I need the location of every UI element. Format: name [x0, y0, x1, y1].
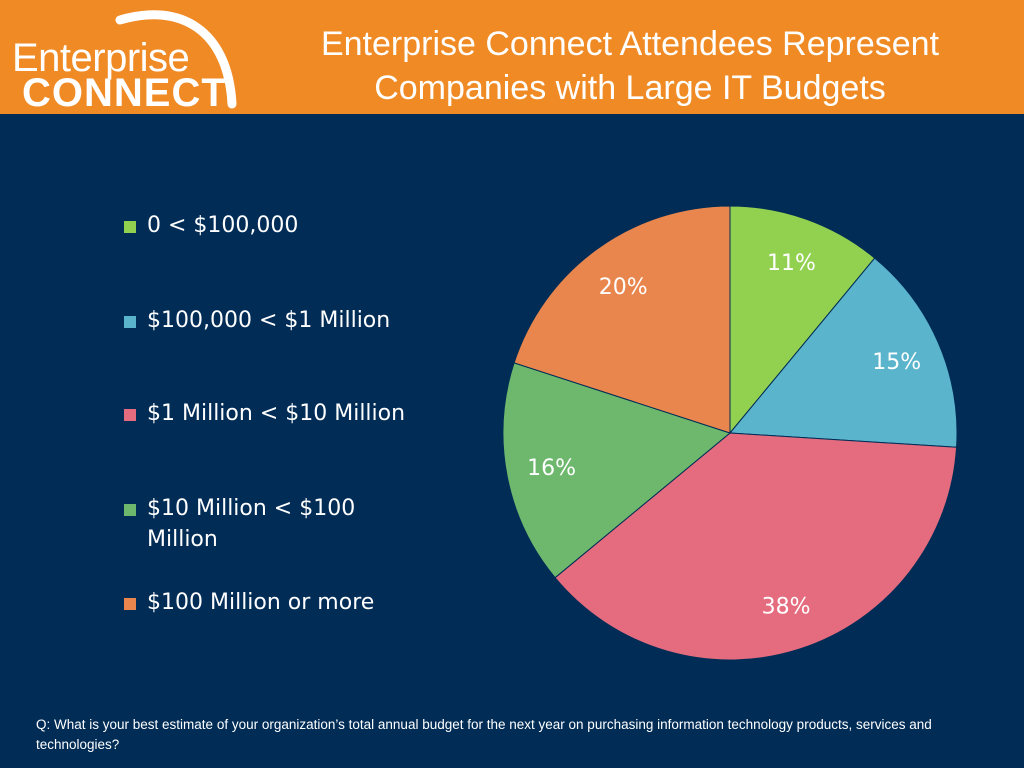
- pie-slice: [554, 432, 958, 661]
- pie-slice: [513, 205, 731, 434]
- legend-swatch: [124, 504, 136, 516]
- legend-item: 0 < $100,000: [124, 210, 412, 241]
- header-banner: Enterprise CONNECT Enterprise Connect At…: [0, 0, 1024, 115]
- survey-question-footnote: Q: What is your best estimate of your or…: [36, 717, 932, 752]
- title-line-1: Enterprise Connect Attendees Represent: [320, 25, 940, 63]
- legend-label: $100,000 < $1 Million: [147, 308, 391, 333]
- pie-slice: [502, 362, 732, 579]
- pie-data-label: 38%: [762, 595, 811, 620]
- pie-data-label: 15%: [872, 350, 921, 375]
- pie-slice: [729, 205, 876, 435]
- legend-label: $100 Million or more: [147, 590, 375, 615]
- legend-swatch: [124, 316, 136, 328]
- pie-data-label: 20%: [599, 275, 648, 300]
- logo-text-connect: CONNECT: [22, 71, 227, 115]
- title-line-2: Companies with Large IT Budgets: [374, 69, 886, 107]
- legend-item: $10 Million < $100 Million: [124, 493, 412, 555]
- legend-swatch: [124, 598, 136, 610]
- logo-text-enterprise: Enterprise: [12, 36, 190, 80]
- legend-swatch: [124, 221, 136, 233]
- legend-label: 0 < $100,000: [147, 213, 299, 238]
- legend-swatch: [124, 409, 136, 421]
- legend-item: $100,000 < $1 Million: [124, 305, 412, 336]
- pie-data-label: 16%: [527, 456, 576, 481]
- enterprise-connect-logo: Enterprise CONNECT: [0, 0, 250, 115]
- legend-label: $1 Million < $10 Million: [147, 401, 406, 426]
- logo-arc-icon: [115, 10, 237, 109]
- legend-item: $100 Million or more: [124, 587, 412, 618]
- legend-label: $10 Million < $100 Million: [147, 496, 356, 552]
- pie-slice: [728, 257, 958, 448]
- legend-item: $1 Million < $10 Million: [124, 398, 412, 429]
- pie-data-label: 11%: [767, 251, 816, 276]
- slide-title: Enterprise Connect Attendees Represent C…: [250, 22, 1010, 110]
